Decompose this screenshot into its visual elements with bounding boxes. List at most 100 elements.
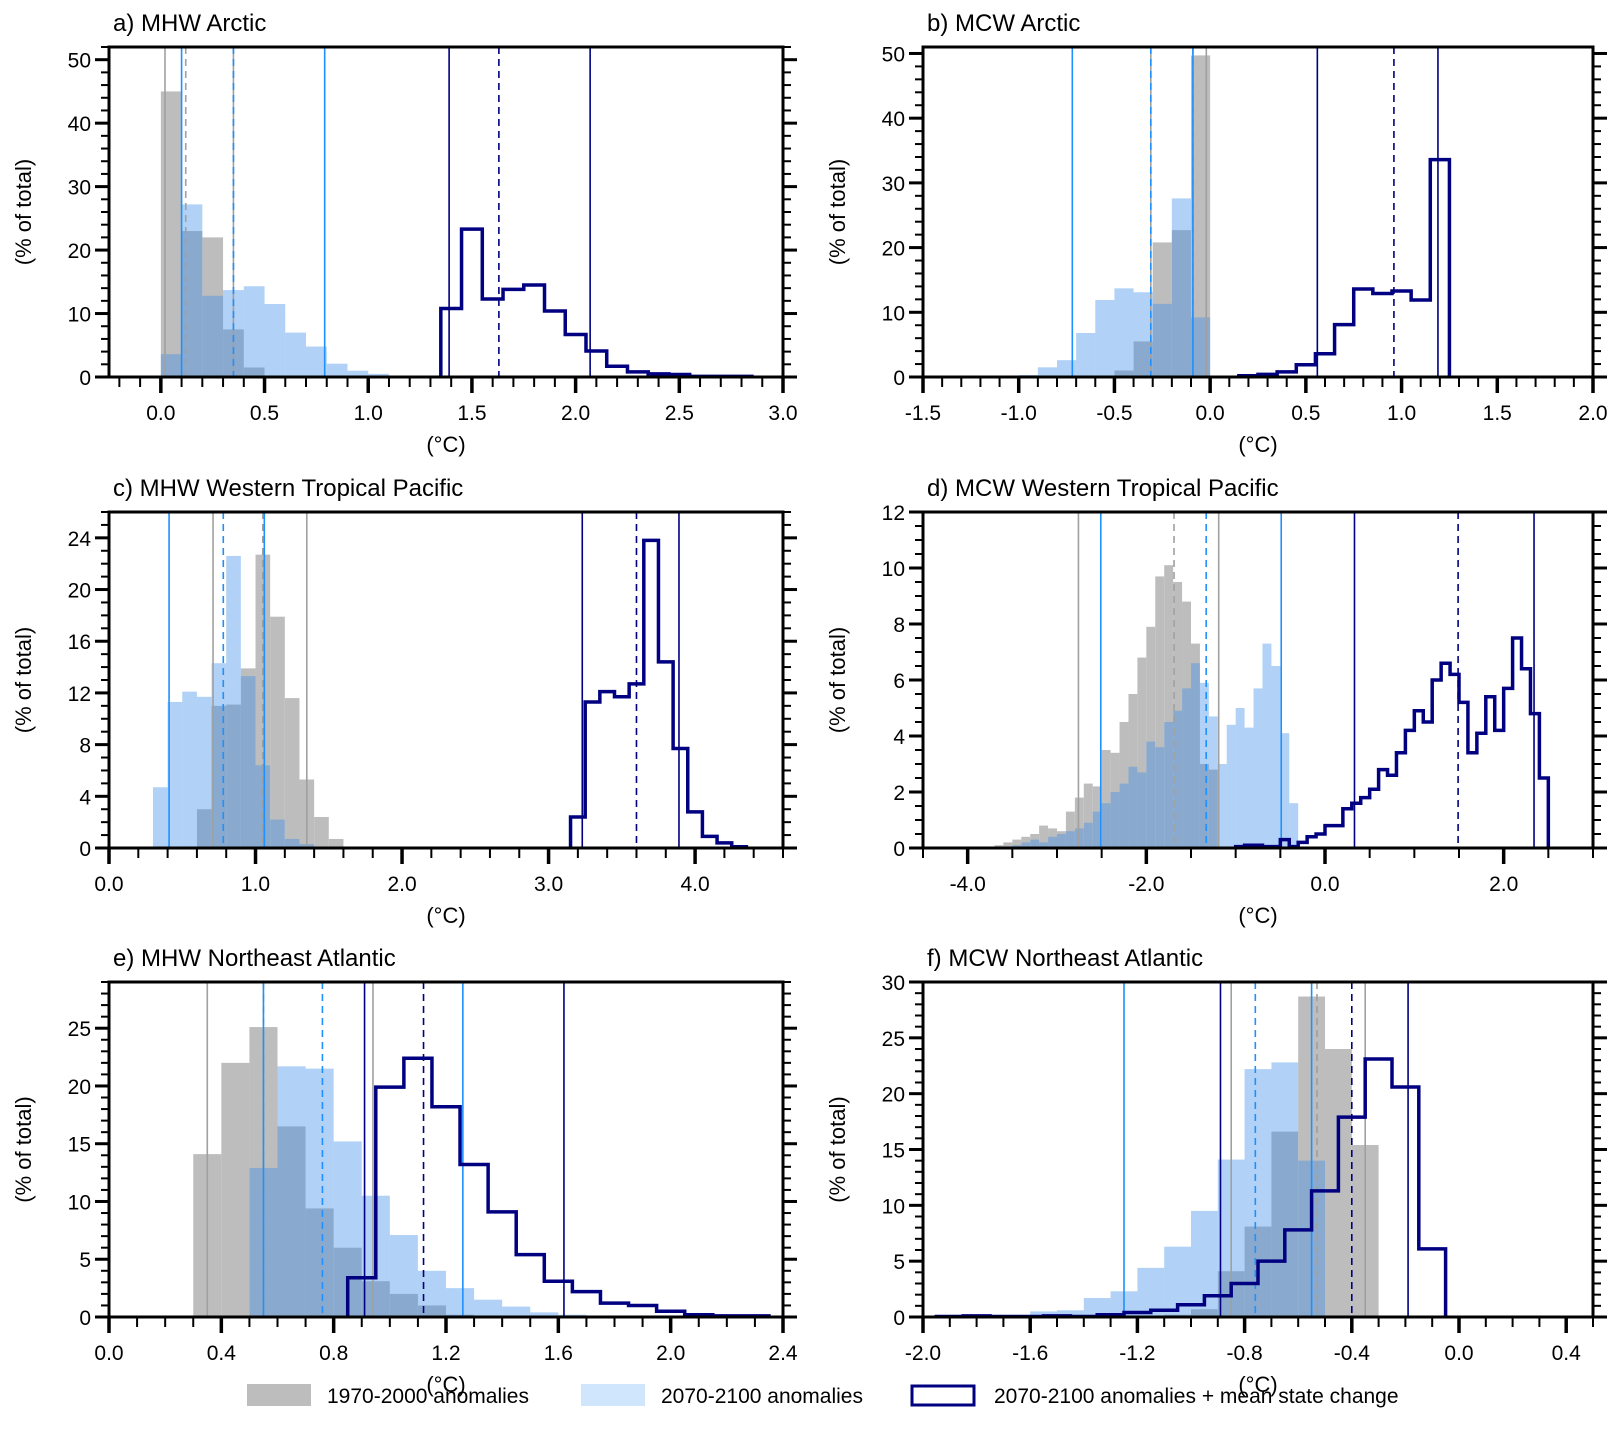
histogram-bar [1048,828,1057,848]
x-axis-title: (°C) [426,432,465,457]
histogram-bar [1173,710,1183,848]
histogram-bar [1083,783,1093,848]
panel-c: 0 4 8 12 16 20 24 0.0 1.0 2.0 3.0 4.0 c) MHW Western… [11,475,797,928]
histogram-bar [1030,834,1040,848]
plot-area [193,982,771,1317]
y-tick-label: 50 [882,43,905,66]
y-tick-label: 20 [882,1084,905,1107]
panel-title: f) MCW Northeast Atlantic [927,945,1203,972]
plot-area [160,47,754,377]
histogram-bar [1128,694,1138,848]
x-tick-label: 1.0 [1387,402,1416,425]
y-tick-label: 50 [68,50,91,73]
y-tick-label: 4 [893,726,905,749]
histogram-bar [1271,1062,1299,1317]
histogram-bar [1030,839,1040,848]
histogram-bar [1146,741,1156,848]
histogram-bar [1095,300,1115,377]
y-tick-label: 10 [68,304,91,327]
x-tick-label: -0.4 [1334,1342,1371,1365]
x-tick-label: -2.0 [905,1342,941,1365]
histogram-bar [306,346,327,377]
x-tick-label: 1.5 [457,402,486,425]
histogram-bar [1164,722,1174,848]
histogram-bar [1182,601,1191,848]
histogram-bar [1065,811,1075,848]
histogram-bar [1110,752,1120,848]
histogram-bar [1048,836,1057,848]
histogram-bar [1074,797,1084,848]
histogram-bar [1191,55,1211,377]
y-tick-label: 8 [893,614,905,637]
panel-title: e) MHW Northeast Atlantic [113,945,396,972]
y-tick-label: 20 [882,238,905,261]
y-tick-label: 20 [68,240,91,263]
histogram-bar [182,691,197,848]
x-tick-label: 0.0 [1196,402,1225,425]
y-tick-label: 25 [68,1018,91,1041]
y-tick-label: 10 [882,302,905,325]
x-tick-label: 0.0 [94,873,123,896]
histogram-bar [1114,370,1134,377]
histogram-bar [361,1281,390,1317]
histogram-bar [347,370,369,377]
histogram-bar [1057,360,1077,377]
series-fill-gray [193,1027,475,1317]
series-fill-lightblue [961,198,1211,377]
series-fill-gray [1114,55,1211,377]
histogram-bar [1208,769,1218,848]
y-tick-label: 24 [68,528,92,551]
histogram-bar [196,696,212,848]
histogram-bar [1133,341,1153,377]
x-tick-label: -2.0 [1128,873,1164,896]
y-tick-label: 15 [68,1134,91,1157]
panel-b: 0 10 20 30 40 50 -1.5 -1.0 -0.5 0.0 0.5 1.0 1.5 2.0 b)… [825,10,1608,457]
histogram-bar [1119,722,1129,848]
y-axis-title: (% of total) [825,159,850,265]
y-tick-label: 10 [68,1191,91,1214]
histogram-bar [240,668,256,848]
y-axis-title: (% of total) [11,1096,36,1202]
histogram-bar [1235,708,1245,848]
percentile-lines [1071,47,1439,377]
x-tick-label: 0.0 [94,1342,123,1365]
y-tick-label: 10 [882,558,905,581]
histogram-bar [270,616,285,848]
histogram-bar [305,1068,334,1317]
plot-area [961,47,1452,377]
x-tick-label: 0.4 [207,1342,237,1365]
x-tick-label: 2.0 [1489,873,1518,896]
x-tick-label: 2.4 [768,1342,798,1365]
x-tick-label: 4.0 [680,873,709,896]
histogram-bar [326,363,348,377]
plot-area [934,982,1448,1317]
x-tick-label: 0.5 [250,402,279,425]
histogram-bar [530,1312,559,1317]
y-tick-label: 12 [882,502,905,525]
panel-a: 0 10 20 30 40 50 0.0 0.5 1.0 1.5 2.0 2.5 3.0 a) MHW A… [11,10,798,457]
x-tick-label: -1.6 [1012,1342,1048,1365]
x-tick-label: 0.5 [1291,402,1320,425]
histogram-bar [502,1306,531,1317]
histogram-bar [1199,764,1209,848]
x-axis-title: (°C) [426,903,465,928]
histogram-bar [167,701,183,848]
legend-swatch-1970-2000 [247,1384,311,1406]
y-tick-label: 0 [79,367,91,390]
histogram-bar [417,1270,446,1317]
histogram-bar [1182,688,1191,848]
histogram-bar [1171,230,1191,377]
histogram-bar [1074,828,1084,848]
histogram-outline [568,538,749,848]
histogram-bar [1155,576,1165,848]
histogram-bar [1057,1310,1084,1317]
histogram-bar [255,554,271,848]
histogram-bar [1128,766,1138,848]
percentile-lines [164,47,591,377]
histogram-bar [1037,367,1057,377]
histogram-bar [1119,783,1129,848]
histogram-bar [1271,1131,1299,1317]
histogram-bar [181,231,203,377]
histogram-bar [196,809,212,848]
